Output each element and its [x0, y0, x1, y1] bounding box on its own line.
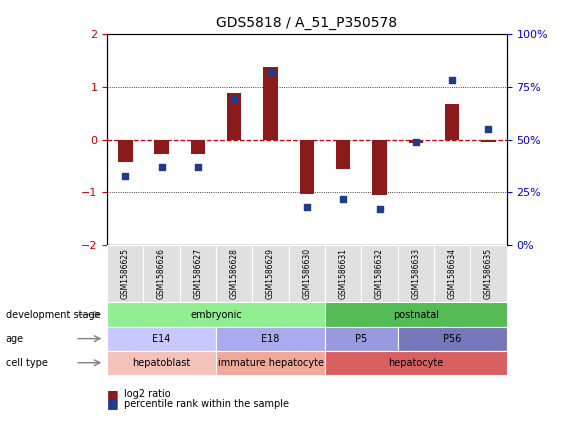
- Point: [375, 206, 384, 213]
- Text: postnatal: postnatal: [393, 310, 439, 319]
- Bar: [179, 245, 216, 302]
- Text: E18: E18: [261, 334, 280, 343]
- Point: [302, 204, 312, 211]
- Text: age: age: [6, 334, 24, 343]
- Text: P5: P5: [356, 334, 368, 343]
- Bar: [434, 245, 470, 302]
- Bar: [155, 140, 169, 154]
- Bar: [445, 104, 459, 140]
- Text: GSM1586633: GSM1586633: [411, 248, 420, 299]
- Point: [120, 172, 130, 179]
- Point: [157, 164, 166, 170]
- Bar: [299, 140, 314, 194]
- Text: P56: P56: [443, 334, 461, 343]
- Text: cell type: cell type: [6, 358, 47, 368]
- Text: development stage: development stage: [6, 310, 100, 319]
- Text: GSM1586627: GSM1586627: [193, 248, 203, 299]
- Bar: [118, 140, 133, 162]
- Text: percentile rank within the sample: percentile rank within the sample: [124, 399, 290, 409]
- Bar: [372, 140, 387, 195]
- Bar: [470, 245, 507, 302]
- Point: [193, 164, 203, 170]
- Text: GSM1586634: GSM1586634: [448, 248, 457, 299]
- Bar: [398, 245, 434, 302]
- Bar: [325, 245, 361, 302]
- Bar: [227, 93, 241, 140]
- Title: GDS5818 / A_51_P350578: GDS5818 / A_51_P350578: [217, 16, 397, 30]
- Text: embryonic: embryonic: [190, 310, 242, 319]
- Bar: [190, 140, 205, 154]
- Text: GSM1586632: GSM1586632: [375, 248, 384, 299]
- Point: [411, 138, 420, 145]
- Text: hepatoblast: hepatoblast: [133, 358, 190, 368]
- Text: GSM1586628: GSM1586628: [230, 248, 239, 299]
- Point: [266, 69, 275, 75]
- Text: GSM1586629: GSM1586629: [266, 248, 275, 299]
- Text: log2 ratio: log2 ratio: [124, 389, 171, 399]
- Point: [484, 126, 493, 132]
- Text: hepatocyte: hepatocyte: [388, 358, 444, 368]
- Bar: [252, 245, 289, 302]
- Text: GSM1586635: GSM1586635: [484, 248, 493, 299]
- Text: ■: ■: [107, 398, 119, 410]
- Bar: [409, 140, 423, 143]
- Text: ■: ■: [107, 388, 119, 401]
- Bar: [263, 67, 278, 140]
- Point: [230, 96, 239, 103]
- Text: GSM1586626: GSM1586626: [157, 248, 166, 299]
- Bar: [107, 245, 144, 302]
- Text: GSM1586631: GSM1586631: [339, 248, 347, 299]
- Text: immature hepatocyte: immature hepatocyte: [218, 358, 324, 368]
- Bar: [289, 245, 325, 302]
- Text: GSM1586630: GSM1586630: [302, 248, 312, 299]
- Bar: [336, 140, 350, 169]
- Point: [448, 77, 457, 84]
- Bar: [144, 245, 179, 302]
- Point: [339, 195, 348, 202]
- Text: GSM1586625: GSM1586625: [121, 248, 130, 299]
- Bar: [216, 245, 252, 302]
- Bar: [481, 140, 496, 142]
- Bar: [361, 245, 398, 302]
- Text: E14: E14: [152, 334, 171, 343]
